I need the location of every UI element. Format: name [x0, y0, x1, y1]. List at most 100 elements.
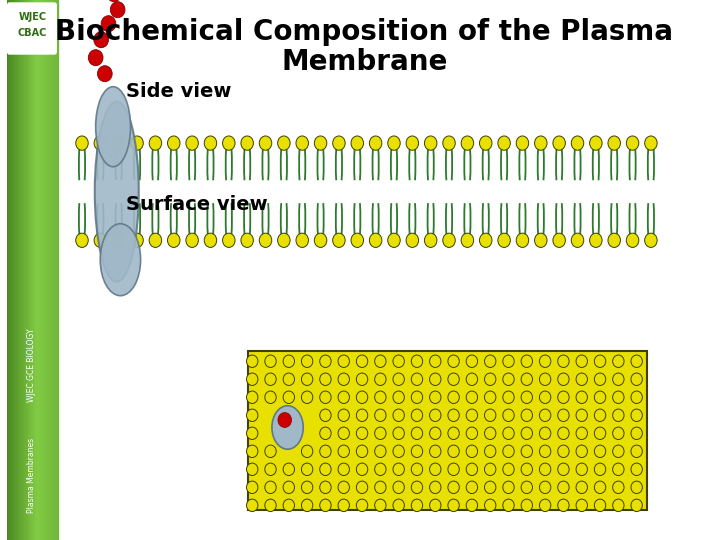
- Circle shape: [558, 391, 569, 403]
- Ellipse shape: [186, 136, 198, 150]
- Circle shape: [631, 445, 642, 457]
- Circle shape: [411, 445, 423, 457]
- Circle shape: [594, 463, 606, 476]
- Circle shape: [613, 427, 624, 440]
- Circle shape: [521, 481, 533, 494]
- Circle shape: [356, 499, 368, 511]
- Bar: [40, 0, 42, 540]
- Circle shape: [374, 391, 386, 403]
- Circle shape: [246, 445, 258, 457]
- Bar: [34, 0, 35, 540]
- Circle shape: [338, 481, 349, 494]
- Circle shape: [374, 373, 386, 386]
- Bar: [27, 0, 28, 540]
- Circle shape: [631, 499, 642, 511]
- Circle shape: [430, 463, 441, 476]
- Text: WJEC: WJEC: [18, 12, 47, 22]
- Circle shape: [539, 481, 551, 494]
- Bar: [45, 0, 47, 540]
- Circle shape: [283, 391, 294, 403]
- Bar: [47, 0, 48, 540]
- Circle shape: [631, 355, 642, 367]
- Ellipse shape: [351, 136, 364, 150]
- Bar: [19, 0, 20, 540]
- Bar: [21, 0, 22, 540]
- Ellipse shape: [168, 233, 180, 247]
- Circle shape: [374, 427, 386, 440]
- Circle shape: [430, 481, 441, 494]
- Circle shape: [503, 355, 514, 367]
- Ellipse shape: [480, 233, 492, 247]
- Ellipse shape: [259, 136, 271, 150]
- Circle shape: [283, 481, 294, 494]
- Circle shape: [503, 463, 514, 476]
- Circle shape: [521, 373, 533, 386]
- Ellipse shape: [534, 136, 547, 150]
- Circle shape: [393, 499, 405, 511]
- Bar: [17, 0, 18, 540]
- Circle shape: [503, 427, 514, 440]
- Circle shape: [430, 499, 441, 511]
- Ellipse shape: [443, 136, 455, 150]
- Bar: [30, 0, 31, 540]
- Circle shape: [631, 427, 642, 440]
- Ellipse shape: [131, 136, 143, 150]
- Circle shape: [594, 499, 606, 511]
- Circle shape: [613, 355, 624, 367]
- Circle shape: [320, 391, 331, 403]
- Circle shape: [558, 445, 569, 457]
- Bar: [8, 0, 9, 540]
- Circle shape: [503, 409, 514, 422]
- Ellipse shape: [626, 136, 639, 150]
- Circle shape: [448, 391, 459, 403]
- Ellipse shape: [315, 136, 327, 150]
- Circle shape: [246, 481, 258, 494]
- Bar: [40, 0, 41, 540]
- Bar: [10, 0, 12, 540]
- Circle shape: [265, 391, 276, 403]
- Circle shape: [356, 481, 368, 494]
- Circle shape: [393, 463, 405, 476]
- Circle shape: [302, 463, 312, 476]
- Ellipse shape: [241, 136, 253, 150]
- Circle shape: [393, 445, 405, 457]
- Bar: [6, 0, 8, 540]
- Circle shape: [430, 355, 441, 367]
- Circle shape: [485, 481, 496, 494]
- Ellipse shape: [222, 136, 235, 150]
- Circle shape: [338, 427, 349, 440]
- Ellipse shape: [272, 406, 303, 449]
- Ellipse shape: [149, 136, 161, 150]
- Circle shape: [485, 463, 496, 476]
- Bar: [248, 351, 647, 510]
- Circle shape: [576, 355, 588, 367]
- Circle shape: [594, 427, 606, 440]
- Ellipse shape: [443, 233, 455, 247]
- Bar: [23, 0, 24, 540]
- Circle shape: [411, 355, 423, 367]
- Circle shape: [631, 409, 642, 422]
- Circle shape: [485, 427, 496, 440]
- Bar: [44, 0, 45, 540]
- Ellipse shape: [369, 233, 382, 247]
- Circle shape: [246, 391, 258, 403]
- Ellipse shape: [222, 233, 235, 247]
- Circle shape: [448, 427, 459, 440]
- Circle shape: [393, 373, 405, 386]
- Circle shape: [594, 409, 606, 422]
- Bar: [50, 0, 51, 540]
- Ellipse shape: [644, 233, 657, 247]
- Circle shape: [338, 355, 349, 367]
- Ellipse shape: [590, 136, 602, 150]
- Circle shape: [320, 355, 331, 367]
- Circle shape: [558, 409, 569, 422]
- Circle shape: [613, 445, 624, 457]
- Circle shape: [338, 391, 349, 403]
- Circle shape: [356, 445, 368, 457]
- Circle shape: [265, 445, 276, 457]
- Circle shape: [338, 499, 349, 511]
- Circle shape: [576, 499, 588, 511]
- Ellipse shape: [534, 233, 547, 247]
- Circle shape: [539, 499, 551, 511]
- Circle shape: [320, 427, 331, 440]
